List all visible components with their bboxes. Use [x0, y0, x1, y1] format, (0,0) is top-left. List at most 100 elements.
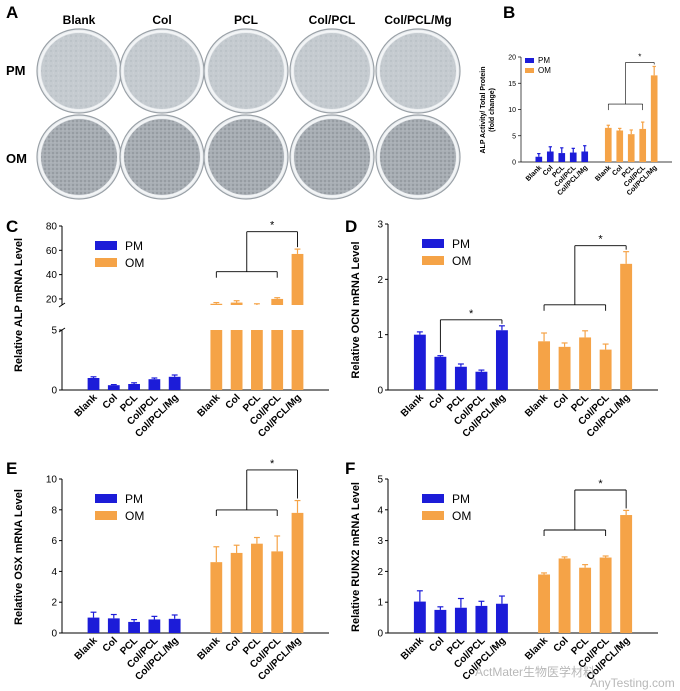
- bar-pm-col-pcl-mg: [168, 618, 181, 633]
- y-axis-label: Relative ALP mRNA Level: [13, 238, 25, 372]
- dish-om-pcl: [203, 114, 289, 200]
- legend-swatch-pm: [525, 58, 534, 63]
- bar-pm-col-pcl-mg: [495, 603, 508, 633]
- y-tick-label: 0: [51, 629, 57, 640]
- x-tick-label-om-blank: Blank: [594, 164, 613, 183]
- legend-label-pm: PM: [125, 239, 143, 253]
- x-tick-label-pm-blank: Blank: [73, 392, 100, 419]
- bar-pm-col-pcl: [475, 371, 488, 390]
- y-tick-label: 15: [508, 81, 516, 88]
- bar-pm-pcl: [558, 153, 566, 162]
- x-tick-label-pm-col: Col: [101, 392, 120, 411]
- dish-stain: [208, 119, 284, 195]
- panel-b-letter: B: [503, 3, 515, 22]
- significance-bracket: [543, 489, 627, 536]
- dish-edge: [291, 116, 373, 198]
- bar-pm-blank: [413, 334, 426, 390]
- bar-break-gap: [209, 305, 224, 330]
- x-tick-label-pm-blank: Blank: [399, 392, 426, 419]
- bar-om-col-pcl-mg: [291, 512, 304, 633]
- bar-pm-col-pcl-mg: [168, 376, 181, 390]
- legend-label-pm: PM: [452, 237, 470, 251]
- y-tick-label: 10: [46, 475, 58, 486]
- y-tick-label: 2: [377, 567, 383, 578]
- dish-pm-pcl: [203, 28, 289, 114]
- significance-bracket: [607, 62, 655, 111]
- y-tick-label: 2: [377, 275, 383, 286]
- bar-om-pcl: [579, 567, 592, 633]
- legend-label-pm: PM: [125, 492, 143, 506]
- x-tick-label-pm-blank: Blank: [525, 164, 544, 183]
- y-tick-label: 4: [377, 505, 383, 516]
- significance-star: *: [598, 234, 603, 246]
- dish-stain: [380, 119, 456, 195]
- panel-f-letter: F: [345, 459, 355, 478]
- dish-edge: [38, 116, 120, 198]
- bar-pm-col-pcl: [148, 619, 161, 633]
- x-tick-label-om-blank: Blank: [195, 392, 222, 419]
- dish-stain: [124, 33, 200, 109]
- x-tick-label-om-col: Col: [552, 635, 571, 654]
- dish-om-col: [119, 114, 205, 200]
- significance-star: *: [638, 52, 641, 61]
- y-tick-label: 60: [46, 246, 58, 257]
- x-tick-label-om-col: Col: [224, 392, 243, 411]
- bar-pm-col-pcl: [475, 605, 488, 633]
- bar-om-pcl: [627, 134, 635, 162]
- bar-pm-col: [107, 618, 120, 633]
- col-header-col-pcl: Col/PCL: [309, 13, 356, 27]
- y-tick-label: 5: [512, 133, 516, 140]
- x-tick-label-om-col: Col: [224, 635, 243, 654]
- bar-pm-pcl: [128, 384, 140, 390]
- bar-om-blank: [210, 562, 223, 633]
- significance-bracket: [215, 231, 298, 278]
- dish-pm-col-pcl-mg: [375, 28, 461, 114]
- bar-om-col-pcl: [271, 298, 284, 390]
- significance-star: *: [598, 478, 603, 490]
- legend-swatch-om: [95, 511, 117, 520]
- bar-om-col-pcl: [639, 128, 647, 162]
- bar-pm-col-pcl-mg: [581, 151, 589, 162]
- bar-pm-col: [107, 385, 120, 390]
- col-header-pcl: PCL: [234, 13, 258, 27]
- panel-c-letter: C: [6, 217, 18, 236]
- y-axis-label: Relative RUNX2 mRNA Level: [350, 482, 362, 632]
- bar-pm-col-pcl: [148, 379, 161, 390]
- y-tick-label: 6: [51, 536, 57, 547]
- legend-swatch-om: [422, 256, 444, 265]
- col-header-blank: Blank: [63, 13, 96, 27]
- x-tick-label-om-blank: Blank: [523, 635, 550, 662]
- legend-swatch-pm: [422, 494, 444, 503]
- legend-swatch-pm: [95, 241, 117, 250]
- dish-pm-col: [119, 28, 205, 114]
- row-label-om: OM: [6, 151, 27, 166]
- watermark: ActMater生物医学材料 AnyTesting.com: [475, 664, 675, 690]
- bar-pm-pcl: [454, 366, 467, 390]
- culture-dishes: [36, 28, 461, 200]
- y-tick-label: 80: [46, 222, 58, 233]
- bar-om-blank: [538, 574, 551, 633]
- y-tick-label: 0: [377, 629, 383, 640]
- dish-edge: [377, 30, 459, 112]
- bar-pm-blank: [413, 601, 426, 633]
- y-tick-label: 40: [46, 270, 58, 281]
- y-axis-label-line: ALP Activity/ Total Protein: [480, 67, 487, 154]
- legend-label-pm: PM: [538, 56, 550, 65]
- bar-om-col-pcl: [271, 551, 284, 633]
- significance-bracket: [215, 469, 298, 516]
- bar-break-gap: [270, 305, 285, 330]
- bar-pm-blank: [87, 378, 100, 390]
- dish-edge: [291, 30, 373, 112]
- panel-e-letter: E: [6, 459, 17, 478]
- legend-label-om: OM: [125, 509, 144, 523]
- watermark-site: AnyTesting.com: [590, 676, 675, 690]
- y-tick-label: 0: [377, 386, 383, 397]
- bar-pm-blank: [535, 156, 543, 162]
- legend-label-om: OM: [452, 254, 471, 268]
- bar-om-blank: [538, 341, 551, 390]
- dish-om-col-pcl-mg: [375, 114, 461, 200]
